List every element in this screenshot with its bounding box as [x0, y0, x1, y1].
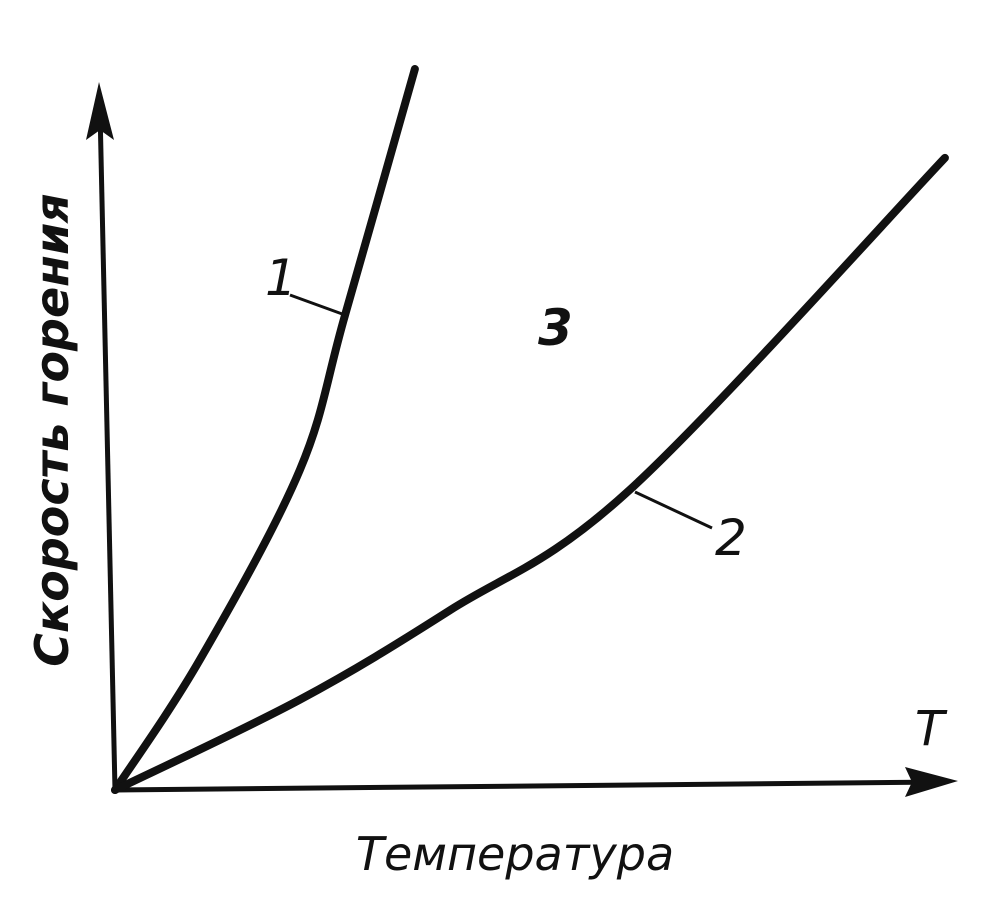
x-axis: [114, 779, 946, 793]
leader-line-2: [634, 490, 713, 530]
curve-2: [111, 153, 949, 794]
x-axis-symbol: T: [915, 701, 948, 757]
x-axis-arrow: [905, 767, 958, 797]
region-label-3: 3: [538, 299, 573, 357]
y-axis-arrow: [86, 82, 114, 140]
x-axis-label: Температура: [356, 827, 674, 881]
curve-label-1: 1: [265, 249, 297, 307]
curve-label-2: 2: [715, 509, 747, 567]
leader-line-1: [289, 293, 346, 317]
curve-1: [111, 65, 419, 794]
y-axis-label: Скорость горения: [25, 193, 79, 666]
y-axis: [97, 109, 118, 791]
